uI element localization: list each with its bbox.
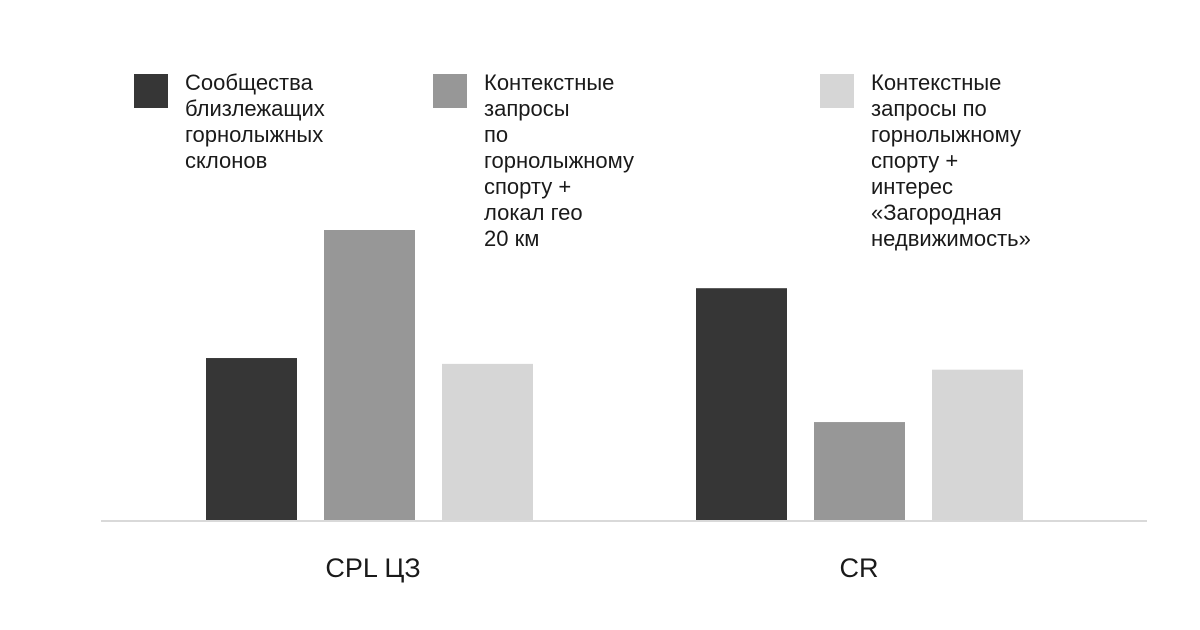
legend-swatch-1 xyxy=(134,74,168,108)
bars-group xyxy=(206,230,1023,521)
legend-label-1: Сообщества близлежащих горнолыжных склон… xyxy=(185,70,325,173)
bar-1-series-1 xyxy=(206,358,297,521)
legend-swatch-2 xyxy=(433,74,467,108)
bar-1-series-3 xyxy=(442,363,533,521)
legend: Сообщества близлежащих горнолыжных склон… xyxy=(0,70,1200,251)
category-label-cpl: CPL ЦЗ xyxy=(325,553,420,583)
bar-2-series-1 xyxy=(696,288,787,521)
legend-swatch-3 xyxy=(820,74,854,108)
bar-2-series-2 xyxy=(814,422,905,521)
legend-label-2: Контекстные запросы по горнолыжному спор… xyxy=(484,70,635,251)
bar-2-series-3 xyxy=(932,369,1023,521)
category-label-cr: CR xyxy=(840,553,879,583)
legend-label-3: Контекстные запросы по горнолыжному спор… xyxy=(871,70,1031,251)
bar-1-series-2 xyxy=(324,230,415,521)
